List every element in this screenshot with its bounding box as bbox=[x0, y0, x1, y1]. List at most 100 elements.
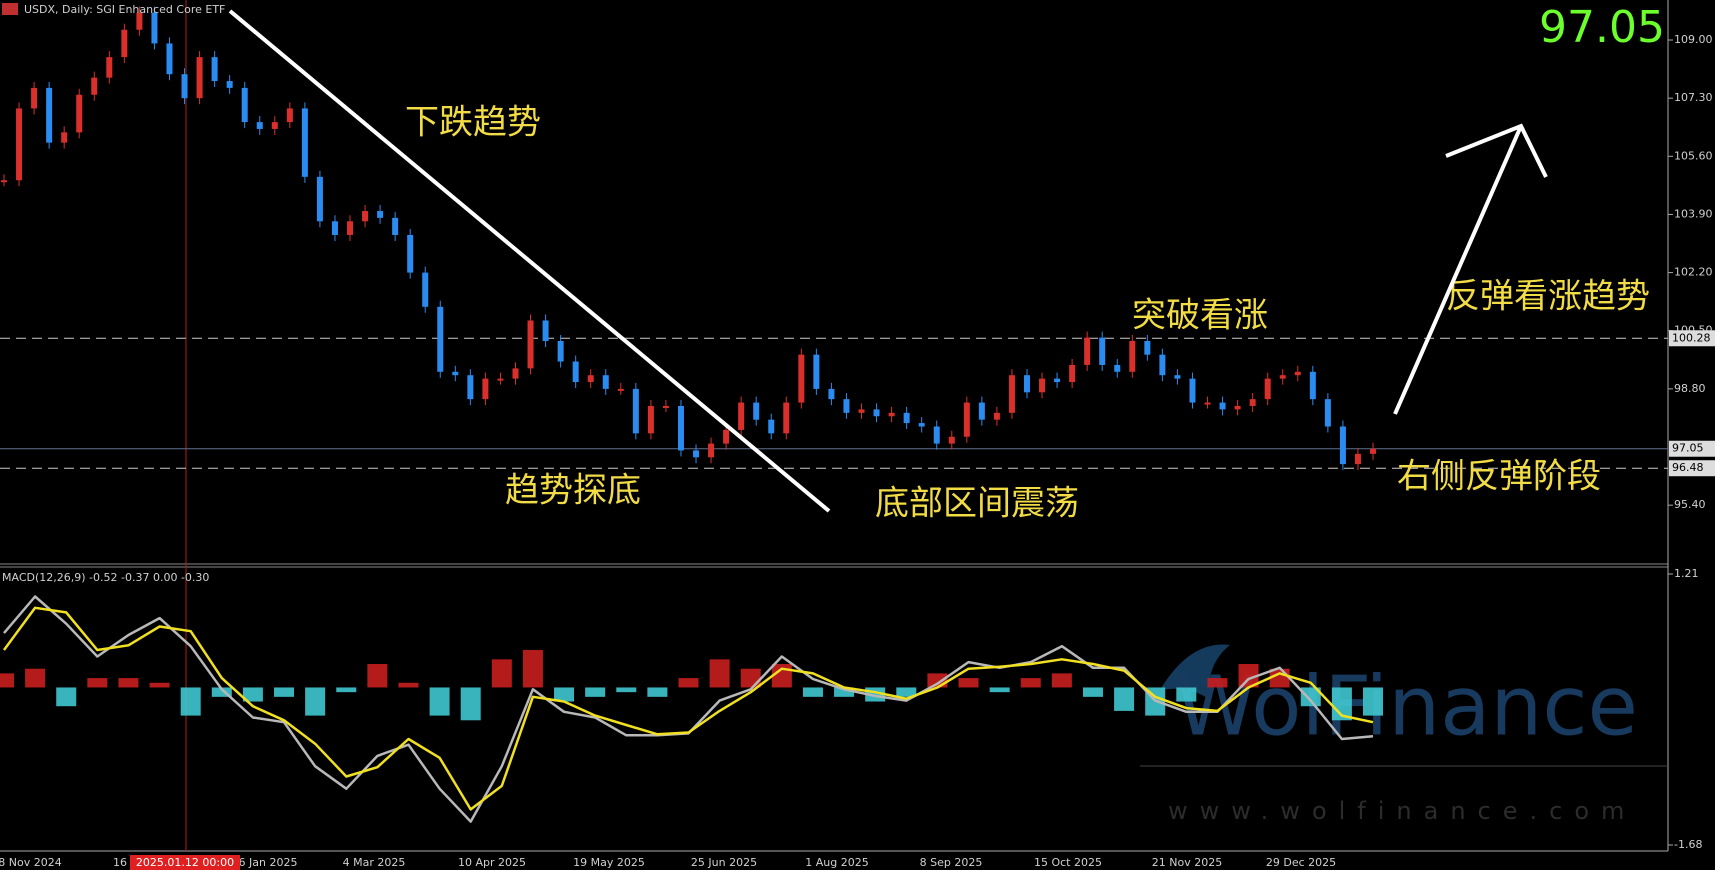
crosshair-label-box bbox=[130, 855, 240, 870]
candle bbox=[1264, 378, 1271, 400]
histogram-bar bbox=[211, 687, 232, 697]
candle bbox=[693, 450, 700, 458]
x-tick-label: 16 bbox=[113, 856, 127, 869]
candle bbox=[662, 405, 669, 408]
histogram-bar bbox=[802, 687, 823, 697]
candle bbox=[1249, 399, 1256, 406]
x-tick-label: 10 Apr 2025 bbox=[458, 856, 526, 869]
candle bbox=[362, 211, 369, 222]
histogram-bar bbox=[305, 687, 326, 716]
x-tick-label: 8 Sep 2025 bbox=[920, 856, 983, 869]
y-tick-label: 103.90 bbox=[1674, 207, 1713, 220]
candle bbox=[226, 81, 233, 88]
candle bbox=[1084, 337, 1091, 365]
macd-title: MACD(12,26,9) -0.52 -0.37 0.00 -0.30 bbox=[2, 571, 209, 584]
histogram-bar bbox=[647, 687, 668, 697]
candle bbox=[467, 375, 474, 400]
candle bbox=[903, 412, 910, 424]
annotation: 突破看涨 bbox=[1132, 296, 1268, 336]
y-tick-label: 102.20 bbox=[1674, 266, 1713, 279]
current-price-big: 97.05 bbox=[1539, 2, 1665, 53]
candle bbox=[497, 378, 504, 381]
candle bbox=[557, 340, 564, 362]
candle bbox=[316, 176, 323, 222]
candle bbox=[1279, 375, 1286, 379]
candle bbox=[16, 108, 23, 181]
candle bbox=[422, 272, 429, 307]
candle bbox=[1039, 378, 1046, 393]
histogram-bar bbox=[522, 649, 543, 688]
candle bbox=[407, 234, 414, 273]
candle bbox=[211, 57, 218, 82]
annotation: 右侧反弹阶段 bbox=[1397, 457, 1601, 497]
histogram-bar bbox=[336, 687, 357, 693]
candle bbox=[858, 409, 865, 413]
y-tick-label: 1.21 bbox=[1674, 567, 1699, 580]
histogram-bar bbox=[398, 682, 419, 688]
candle bbox=[46, 87, 53, 143]
histogram-bar bbox=[429, 687, 450, 716]
level-label: 100.28 bbox=[1672, 331, 1711, 344]
x-tick-label: 6 Jan 2025 bbox=[239, 856, 298, 869]
y-tick-label: 107.30 bbox=[1674, 91, 1713, 104]
x-tick-label: 8 Nov 2024 bbox=[0, 856, 62, 869]
crosshair-label: 2025.01.12 00:00 bbox=[136, 856, 234, 869]
signal-line bbox=[2, 606, 1374, 811]
candle bbox=[587, 375, 594, 383]
candle bbox=[437, 306, 444, 372]
candle bbox=[723, 429, 730, 444]
x-tick-label: 21 Nov 2025 bbox=[1152, 856, 1222, 869]
candle bbox=[286, 108, 293, 123]
annotation: 下跌趋势 bbox=[405, 103, 541, 143]
candle bbox=[1159, 354, 1166, 376]
arrow-head bbox=[1445, 123, 1548, 178]
candle bbox=[632, 388, 639, 434]
annotation: 底部区间震荡 bbox=[875, 484, 1079, 524]
x-tick-label: 15 Oct 2025 bbox=[1034, 856, 1102, 869]
candle bbox=[1008, 375, 1015, 413]
candle bbox=[347, 221, 354, 235]
candle bbox=[1099, 337, 1106, 365]
histogram-bar bbox=[709, 659, 730, 688]
candle bbox=[978, 402, 985, 420]
histogram-bar bbox=[585, 687, 606, 697]
watermark-url: www.wolfinance.com bbox=[1168, 797, 1636, 825]
candle bbox=[166, 43, 173, 75]
candle bbox=[527, 320, 534, 369]
candle bbox=[61, 132, 68, 143]
candle bbox=[1054, 378, 1061, 383]
level-label: 96.48 bbox=[1672, 461, 1704, 474]
histogram-bar bbox=[87, 678, 108, 688]
candle bbox=[181, 74, 188, 99]
histogram-bar bbox=[1051, 673, 1072, 688]
candle bbox=[196, 57, 203, 99]
current-price-label: 97.05 bbox=[1672, 442, 1704, 455]
candle bbox=[1309, 371, 1316, 400]
watermark: WolFinance www.wolfinance.com bbox=[1140, 644, 1668, 825]
candle bbox=[572, 361, 579, 383]
annotation: 趋势探底 bbox=[505, 471, 641, 511]
histogram-bar bbox=[1114, 687, 1135, 711]
candle bbox=[1219, 402, 1226, 410]
histogram-bar bbox=[149, 682, 170, 688]
candle bbox=[452, 371, 459, 376]
x-tick-label: 1 Aug 2025 bbox=[805, 856, 868, 869]
histogram-bar bbox=[1082, 687, 1103, 697]
x-tick-label: 4 Mar 2025 bbox=[343, 856, 406, 869]
histogram-bar bbox=[896, 687, 917, 697]
candle bbox=[1, 180, 7, 183]
candle bbox=[843, 399, 850, 413]
candle bbox=[1069, 364, 1076, 383]
watermark-logo bbox=[1160, 644, 1230, 700]
level-label-box bbox=[1669, 460, 1715, 477]
histogram-bar bbox=[180, 687, 201, 716]
candle bbox=[377, 211, 384, 218]
y-tick-label: 98.80 bbox=[1674, 382, 1706, 395]
candle bbox=[933, 426, 940, 444]
candle bbox=[993, 412, 1000, 420]
candle bbox=[602, 375, 609, 389]
candle bbox=[392, 217, 399, 235]
trend-line bbox=[228, 9, 831, 513]
candle bbox=[813, 354, 820, 389]
histogram-bar bbox=[56, 687, 77, 707]
